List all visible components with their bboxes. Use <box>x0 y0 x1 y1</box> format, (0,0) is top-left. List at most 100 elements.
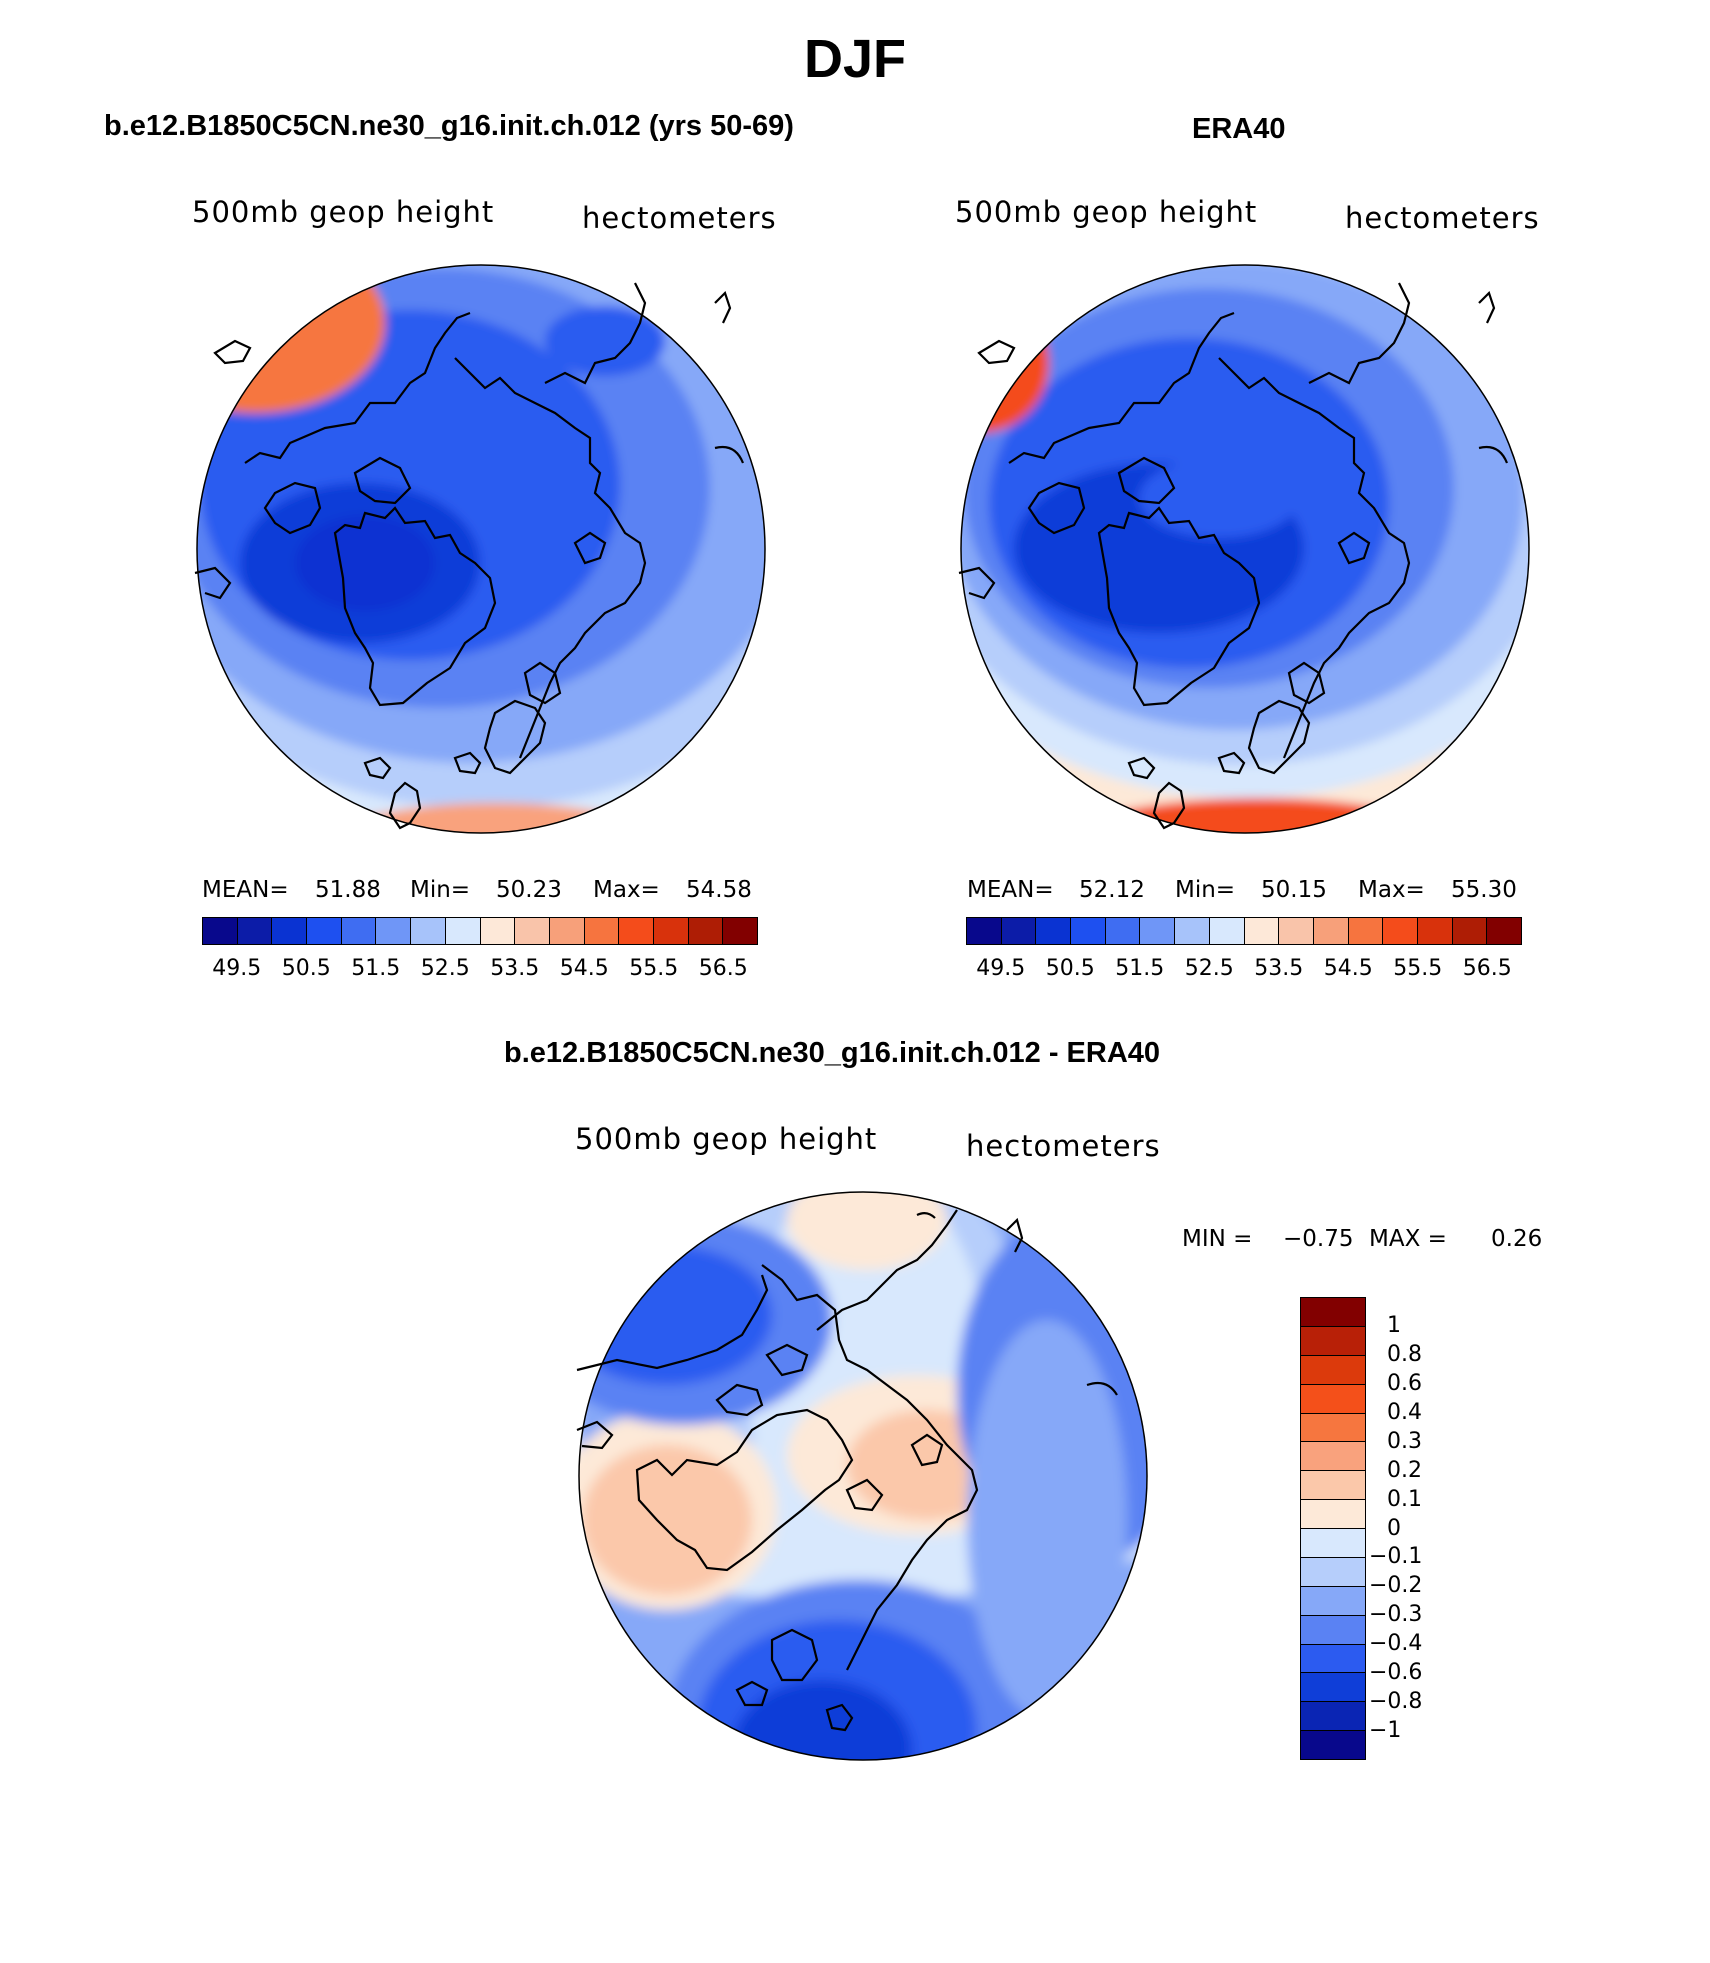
diff-min-value: −0.75 <box>1283 1226 1354 1252</box>
colorbar-box <box>411 918 446 944</box>
colorbar-box <box>1301 1644 1365 1674</box>
diff-polar-map <box>576 1191 1148 1761</box>
panel2-mean-value: 52.12 <box>1079 877 1145 903</box>
panel1-colorbar-labels: 49.5 50.5 51.5 52.5 53.5 54.5 55.5 56.5 <box>202 956 758 986</box>
diff-colorbar-labels: 1 0.8 0.6 0.4 0.3 0.2 0.1 0 −0.1 −0.2 −0.3 −0.4 −0.6… <box>1369 1297 1467 1760</box>
panel2-min-value: 50.15 <box>1261 877 1327 903</box>
colorbar-tick-label: 50.5 <box>281 956 331 981</box>
colorbar-box <box>1301 1500 1365 1529</box>
colorbar-tick-label: 49.5 <box>976 956 1026 981</box>
panel2-min-label: Min= <box>1175 877 1236 903</box>
colorbar-box <box>1487 918 1521 944</box>
colorbar-tick-label: 0.6 <box>1387 1370 1422 1396</box>
colorbar-tick-label: 52.5 <box>1184 956 1234 981</box>
colorbar-box <box>1301 1442 1365 1472</box>
colorbar-box <box>1244 918 1280 944</box>
colorbar-box <box>1301 1615 1365 1645</box>
colorbar-box <box>1348 918 1384 944</box>
diff-units-label: hectometers <box>966 1129 1161 1163</box>
colorbar-box <box>1383 918 1418 944</box>
colorbar-box <box>203 918 238 944</box>
panel1-max-label: Max= <box>593 877 660 903</box>
diff-max-label: MAX = <box>1369 1226 1447 1252</box>
colorbar-tick-label: −0.8 <box>1369 1689 1423 1715</box>
panel2-colorbar <box>966 917 1522 945</box>
colorbar-box <box>1452 918 1488 944</box>
panel1-mean-value: 51.88 <box>315 877 381 903</box>
panel1-colorbar <box>202 917 758 945</box>
diff-min-label: MIN = <box>1182 1226 1253 1252</box>
colorbar-tick-label: 52.5 <box>420 956 470 981</box>
colorbar-tick-label: 0.3 <box>1387 1428 1422 1454</box>
colorbar-box <box>723 918 757 944</box>
diff-colorbar <box>1300 1297 1366 1760</box>
colorbar-box <box>1279 918 1314 944</box>
colorbar-tick-label: 50.5 <box>1045 956 1095 981</box>
colorbar-box <box>1301 1326 1365 1356</box>
colorbar-box <box>1301 1731 1365 1759</box>
colorbar-tick-label: 0 <box>1387 1515 1401 1541</box>
colorbar-box <box>1071 918 1106 944</box>
colorbar-box <box>1001 918 1037 944</box>
colorbar-tick-label: 0.2 <box>1387 1457 1422 1483</box>
colorbar-tick-label: −0.2 <box>1369 1573 1423 1599</box>
colorbar-tick-label: −0.6 <box>1369 1660 1423 1686</box>
panel2-colorbar-labels: 49.5 50.5 51.5 52.5 53.5 54.5 55.5 56.5 <box>966 956 1522 986</box>
colorbar-box <box>1105 918 1141 944</box>
colorbar-box <box>1209 918 1245 944</box>
colorbar-box <box>237 918 273 944</box>
panel2-polar-map <box>958 264 1530 834</box>
panel1-min-value: 50.23 <box>496 877 562 903</box>
colorbar-box <box>549 918 585 944</box>
colorbar-tick-label: 0.4 <box>1387 1399 1422 1425</box>
panel2-max-value: 55.30 <box>1451 877 1517 903</box>
colorbar-box <box>584 918 620 944</box>
colorbar-box <box>1417 918 1453 944</box>
colorbar-tick-label: 1 <box>1387 1312 1401 1338</box>
colorbar-box <box>1036 918 1072 944</box>
panel1-title: b.e12.B1850C5CN.ne30_g16.init.ch.012 (yr… <box>104 110 794 142</box>
panel2-max-label: Max= <box>1358 877 1425 903</box>
colorbar-tick-label: 56.5 <box>698 956 748 981</box>
diff-map-border <box>578 1191 1148 1761</box>
diff-coastlines <box>576 1209 1118 1732</box>
colorbar-tick-label: 49.5 <box>212 956 262 981</box>
colorbar-tick-label: −0.3 <box>1369 1602 1423 1628</box>
colorbar-box <box>1175 918 1210 944</box>
colorbar-box <box>1140 918 1176 944</box>
colorbar-box <box>307 918 342 944</box>
colorbar-box <box>376 918 412 944</box>
colorbar-box <box>967 918 1002 944</box>
colorbar-box <box>619 918 654 944</box>
colorbar-box <box>1301 1384 1365 1414</box>
colorbar-tick-label: 51.5 <box>351 956 401 981</box>
colorbar-box <box>1313 918 1349 944</box>
panel2-units-label: hectometers <box>1345 201 1540 235</box>
figure-title: DJF <box>803 29 906 89</box>
colorbar-box <box>1301 1702 1365 1732</box>
colorbar-tick-label: −0.1 <box>1369 1544 1423 1570</box>
diff-height-field <box>579 1192 1147 1760</box>
panel1-coastlines <box>194 282 745 830</box>
panel1-units-label: hectometers <box>582 201 777 235</box>
colorbar-box <box>1301 1586 1365 1616</box>
panel1-min-label: Min= <box>410 877 471 903</box>
colorbar-box <box>1301 1529 1365 1558</box>
panel1-polar-map <box>194 264 766 834</box>
panel1-height-field <box>197 265 765 833</box>
colorbar-box <box>688 918 724 944</box>
colorbar-box <box>515 918 550 944</box>
panel1-mean-label: MEAN= <box>202 877 289 903</box>
colorbar-tick-label: 0.8 <box>1387 1341 1422 1367</box>
colorbar-tick-label: 53.5 <box>1254 956 1304 981</box>
diff-variable-label: 500mb geop height <box>575 1122 878 1156</box>
colorbar-tick-label: −0.4 <box>1369 1631 1423 1657</box>
panel2-height-field <box>961 265 1529 833</box>
panel2-coastlines <box>958 282 1509 830</box>
colorbar-box <box>1301 1471 1365 1501</box>
panel2-variable-label: 500mb geop height <box>955 195 1258 229</box>
colorbar-box <box>1301 1298 1365 1327</box>
colorbar-box <box>480 918 516 944</box>
colorbar-tick-label: −1 <box>1369 1718 1402 1744</box>
colorbar-tick-label: 54.5 <box>559 956 609 981</box>
